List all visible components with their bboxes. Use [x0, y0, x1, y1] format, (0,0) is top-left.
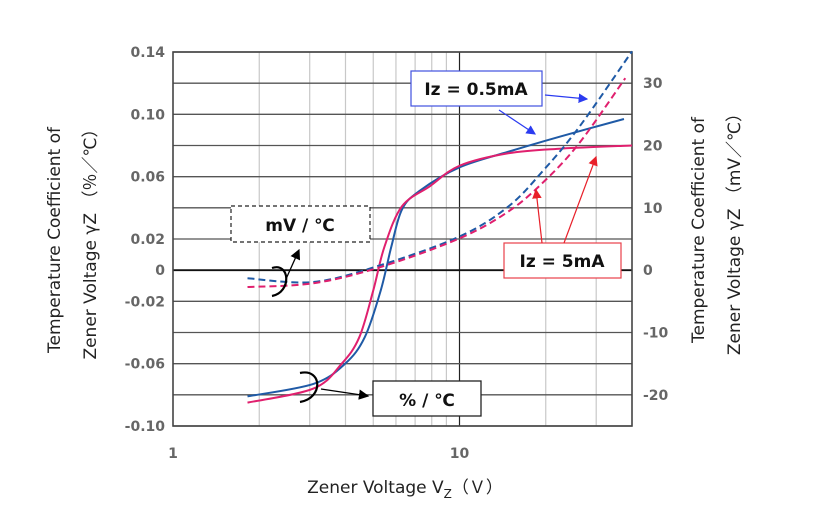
curves — [247, 50, 633, 404]
tick-labels: 0.14 0.10 0.06 0.02 0 -0.02 -0.06 -0.10 30 20 10 0 -… — [125, 45, 669, 462]
x-tick-label: 1 — [168, 446, 178, 462]
y-left-tick-label: 0 — [155, 263, 165, 279]
annotation-mv-unit: mV / ℃ — [230, 205, 371, 298]
y-right-tick-label: 10 — [643, 201, 663, 217]
arrow — [563, 155, 598, 244]
y-left-tick-label: 0.14 — [130, 45, 165, 61]
arrow — [544, 93, 589, 103]
y-right-tick-label: -10 — [643, 326, 669, 342]
y-left-tick-label: -0.06 — [125, 357, 165, 373]
bracket-icon — [299, 371, 319, 404]
y-right-tick-label: 0 — [643, 263, 653, 279]
series-line-1 — [247, 144, 633, 404]
arrow — [498, 109, 536, 135]
y-left-tick-label: -0.02 — [125, 294, 165, 310]
plot-frame — [172, 51, 633, 427]
arrow — [532, 188, 543, 244]
y-left-tick-label: 0.02 — [130, 232, 165, 248]
y-left-tick-label: -0.10 — [125, 419, 166, 435]
svg-text:% / ℃: % / ℃ — [399, 391, 455, 411]
annotation-iz-0.5ma: Iz = 0.5mA — [410, 70, 589, 135]
y-left-tick-label: 0.06 — [130, 170, 165, 186]
series-line-3 — [247, 77, 627, 288]
annotation-pct-unit: % / ℃ — [299, 371, 482, 417]
svg-text:mV / ℃: mV / ℃ — [265, 216, 335, 236]
svg-text:Iz = 0.5mA: Iz = 0.5mA — [424, 80, 528, 100]
annotation-iz-5ma: Iz = 5mA — [503, 155, 622, 279]
y-right-tick-label: -20 — [643, 388, 669, 404]
y-right-title-line1: Temperature Coefficient of — [689, 116, 709, 344]
y-right-tick-label: 20 — [643, 139, 663, 155]
svg-text:Iz = 5mA: Iz = 5mA — [520, 252, 606, 272]
y-right-tick-label: 30 — [643, 76, 663, 92]
y-right-title-line2: Zener Voltage γZ （mV／℃） — [725, 105, 745, 355]
x-axis-title: Zener Voltage VZ（Ｖ） — [307, 478, 503, 501]
y-left-title-line1: Temperature Coefficient of — [45, 126, 65, 354]
y-left-title-line2: Zener Voltage γZ （％／℃） — [81, 120, 101, 359]
x-tick-label: 10 — [450, 446, 470, 462]
series-line-2 — [247, 50, 633, 284]
y-left-tick-label: 0.10 — [130, 107, 165, 123]
series-line-0 — [247, 118, 625, 398]
